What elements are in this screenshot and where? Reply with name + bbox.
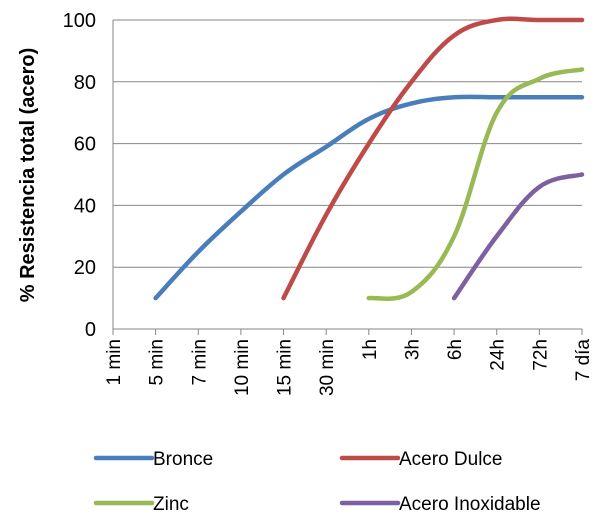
series-line-zinc: [366, 67, 585, 301]
x-tick-label: 24h: [488, 339, 509, 371]
legend-label: Acero Inoxidable: [399, 494, 541, 515]
legend-item: Bronce: [93, 449, 213, 470]
series-line-acero-dulce: [281, 16, 585, 301]
legend-item: Zinc: [93, 494, 189, 515]
x-tick-label: 7 día: [573, 339, 594, 382]
legend-item: Acero Dulce: [339, 449, 503, 470]
y-tick-label: 60: [74, 134, 96, 156]
y-tick-label: 100: [63, 10, 96, 32]
x-tick-label: 72h: [530, 339, 551, 371]
axes: [112, 20, 583, 335]
y-tick-labels: 0 20 40 60 80 100: [63, 10, 96, 341]
x-tick-labels: 1 min 5 min 7 min 10 min 15 min 30 min 1h 3h 6h 2…: [104, 339, 594, 396]
legend-label: Zinc: [153, 494, 189, 515]
y-tick-label: 40: [74, 195, 96, 217]
x-tick-label: 10 min: [232, 339, 253, 396]
x-tick-label: 1h: [360, 339, 381, 360]
legend: Bronce Acero Dulce Zinc Acero Inoxidable: [93, 449, 541, 515]
x-tick-label: 30 min: [317, 339, 338, 396]
legend-item: Acero Inoxidable: [339, 494, 541, 515]
series-line-bronce: [153, 94, 585, 301]
x-tick-label: 5 min: [147, 339, 168, 385]
y-axis-label: % Resistencia total (acero): [17, 48, 39, 303]
y-tick-label: 80: [74, 72, 96, 94]
legend-label: Bronce: [153, 449, 213, 470]
series-line-acero-inoxidable: [451, 172, 585, 301]
x-tick-label: 6h: [445, 339, 466, 360]
legend-label: Acero Dulce: [399, 449, 503, 470]
y-tick-label: 20: [74, 257, 96, 279]
x-tick-label: 3h: [402, 339, 423, 360]
x-tick-label: 15 min: [275, 339, 296, 396]
x-tick-label: 1 min: [104, 339, 125, 385]
series-lines: [153, 16, 585, 301]
grid-lines: [113, 19, 582, 268]
x-tick-label: 7 min: [189, 339, 210, 385]
y-tick-label: 0: [85, 319, 96, 341]
